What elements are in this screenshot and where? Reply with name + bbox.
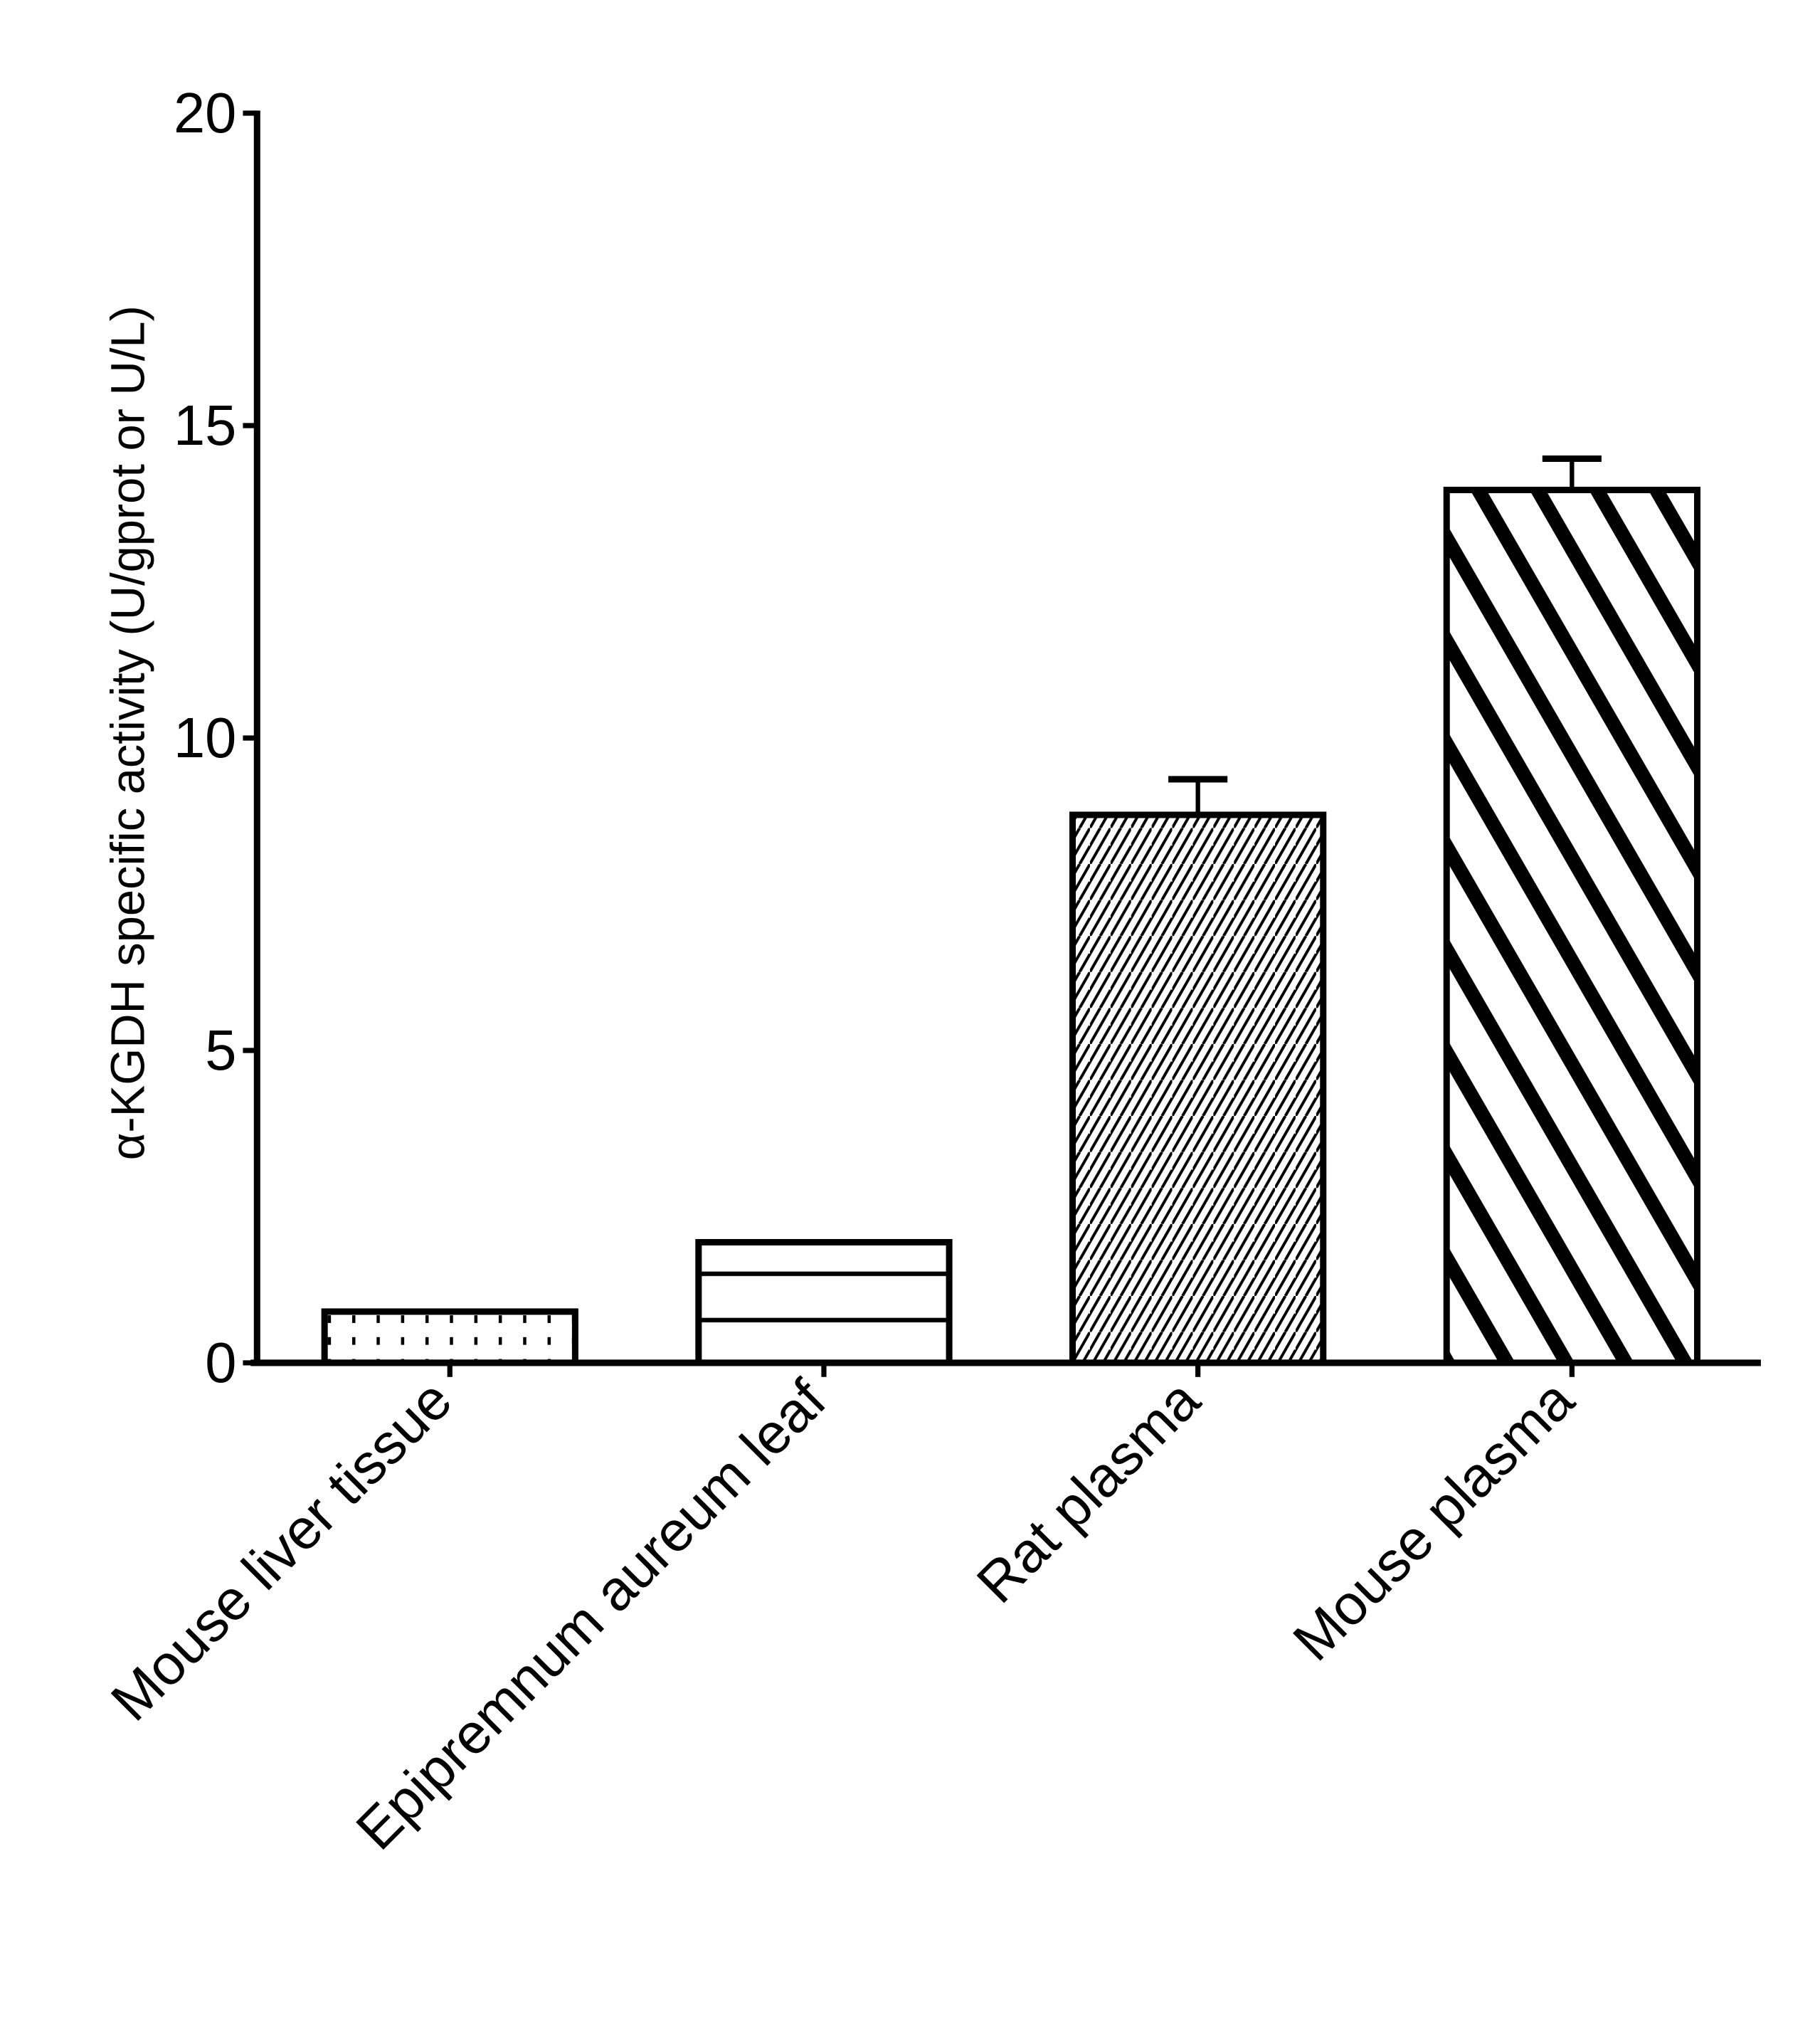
x-tick-label: Rat plasma <box>965 1367 1212 1615</box>
bar-3 <box>1443 486 1700 1366</box>
bar-0 <box>321 1308 578 1366</box>
y-tick-label: 0 <box>205 1331 236 1394</box>
y-tick-label: 20 <box>174 81 236 144</box>
y-tick-label: 5 <box>205 1018 236 1082</box>
y-tick-label: 10 <box>174 706 236 769</box>
y-tick-label: 15 <box>174 394 236 457</box>
x-tick-label: Mouse liver tissue <box>99 1368 464 1733</box>
y-axis-label: α-KGDH specific activity (U/gprot or U/L… <box>101 305 154 1160</box>
bar-1 <box>695 1238 953 1366</box>
bar-2 <box>1069 811 1327 1366</box>
x-tick-label: Mouse plasma <box>1281 1367 1586 1672</box>
